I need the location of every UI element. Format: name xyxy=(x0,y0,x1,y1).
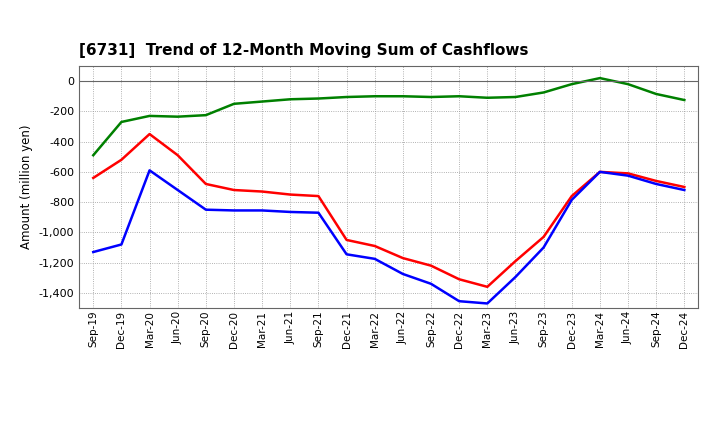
Free Cashflow xyxy=(370,256,379,261)
Operating Cashflow xyxy=(145,132,154,137)
Free Cashflow xyxy=(483,301,492,306)
Operating Cashflow xyxy=(483,284,492,290)
Operating Cashflow xyxy=(342,237,351,242)
Y-axis label: Amount (million yen): Amount (million yen) xyxy=(20,125,33,249)
Line: Free Cashflow: Free Cashflow xyxy=(94,170,684,304)
Free Cashflow xyxy=(230,208,238,213)
Free Cashflow xyxy=(455,299,464,304)
Investing Cashflow xyxy=(145,113,154,118)
Free Cashflow xyxy=(399,271,408,277)
Investing Cashflow xyxy=(483,95,492,100)
Investing Cashflow xyxy=(427,94,436,99)
Operating Cashflow xyxy=(680,184,688,190)
Operating Cashflow xyxy=(652,178,660,183)
Investing Cashflow xyxy=(511,94,520,99)
Operating Cashflow xyxy=(567,194,576,199)
Investing Cashflow xyxy=(174,114,182,119)
Operating Cashflow xyxy=(314,194,323,199)
Operating Cashflow xyxy=(511,258,520,264)
Operating Cashflow xyxy=(455,277,464,282)
Free Cashflow xyxy=(680,187,688,193)
Operating Cashflow xyxy=(286,192,294,197)
Investing Cashflow xyxy=(89,153,98,158)
Free Cashflow xyxy=(511,275,520,280)
Free Cashflow xyxy=(595,169,604,175)
Investing Cashflow xyxy=(258,99,266,104)
Investing Cashflow xyxy=(539,90,548,95)
Operating Cashflow xyxy=(230,187,238,193)
Free Cashflow xyxy=(89,249,98,255)
Investing Cashflow xyxy=(399,94,408,99)
Operating Cashflow xyxy=(258,189,266,194)
Line: Investing Cashflow: Investing Cashflow xyxy=(94,78,684,155)
Free Cashflow xyxy=(174,187,182,193)
Operating Cashflow xyxy=(117,157,126,162)
Investing Cashflow xyxy=(624,81,632,87)
Investing Cashflow xyxy=(342,94,351,99)
Operating Cashflow xyxy=(539,234,548,239)
Free Cashflow xyxy=(342,252,351,257)
Free Cashflow xyxy=(314,210,323,215)
Free Cashflow xyxy=(202,207,210,213)
Free Cashflow xyxy=(286,209,294,215)
Investing Cashflow xyxy=(314,96,323,101)
Investing Cashflow xyxy=(680,97,688,103)
Operating Cashflow xyxy=(427,263,436,268)
Operating Cashflow xyxy=(370,243,379,249)
Investing Cashflow xyxy=(370,94,379,99)
Free Cashflow xyxy=(427,281,436,286)
Investing Cashflow xyxy=(652,92,660,97)
Operating Cashflow xyxy=(202,181,210,187)
Investing Cashflow xyxy=(567,81,576,87)
Free Cashflow xyxy=(117,242,126,247)
Free Cashflow xyxy=(258,208,266,213)
Free Cashflow xyxy=(652,181,660,187)
Investing Cashflow xyxy=(595,76,604,81)
Operating Cashflow xyxy=(174,153,182,158)
Investing Cashflow xyxy=(230,101,238,106)
Investing Cashflow xyxy=(202,113,210,118)
Line: Operating Cashflow: Operating Cashflow xyxy=(94,134,684,287)
Free Cashflow xyxy=(624,173,632,178)
Text: [6731]  Trend of 12-Month Moving Sum of Cashflows: [6731] Trend of 12-Month Moving Sum of C… xyxy=(79,43,528,58)
Free Cashflow xyxy=(539,245,548,250)
Free Cashflow xyxy=(145,168,154,173)
Operating Cashflow xyxy=(399,256,408,261)
Free Cashflow xyxy=(567,197,576,202)
Investing Cashflow xyxy=(117,119,126,125)
Operating Cashflow xyxy=(595,169,604,175)
Investing Cashflow xyxy=(286,97,294,102)
Operating Cashflow xyxy=(89,175,98,180)
Investing Cashflow xyxy=(455,94,464,99)
Operating Cashflow xyxy=(624,171,632,176)
